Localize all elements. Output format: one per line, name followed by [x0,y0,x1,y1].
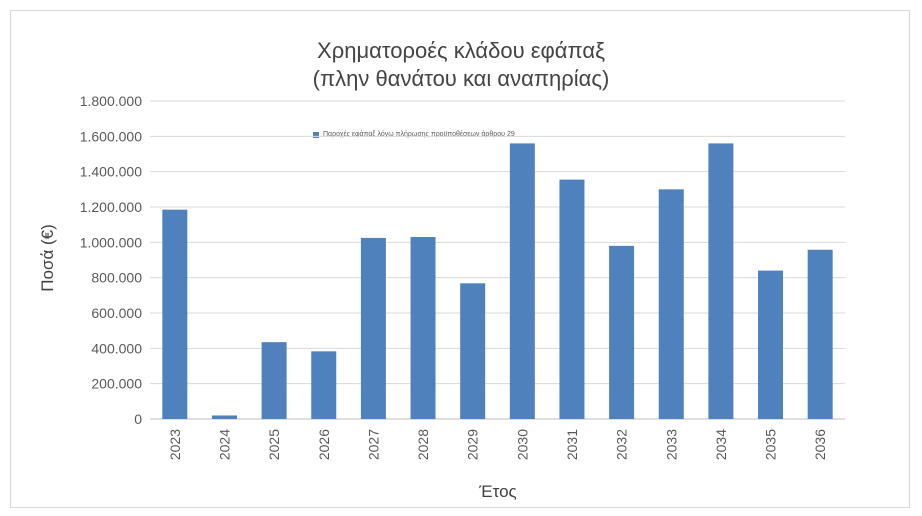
bar [509,143,535,419]
x-tick-label: 2036 [812,429,828,460]
bar [162,209,188,419]
bar [708,143,734,419]
bar [807,249,833,419]
x-tick-label: 2033 [663,429,679,460]
y-tick-label: 0 [134,411,142,427]
y-tick-label: 1.800.000 [80,93,142,109]
bar [410,237,436,419]
x-tick-label: 2035 [763,429,779,460]
bar [609,245,635,419]
y-tick-label: 1.600.000 [80,128,142,144]
x-tick-label: 2034 [713,429,729,460]
bar [658,189,684,419]
x-tick-label: 2023 [167,429,183,460]
chart-title-line-2: (πλην θανάτου και αναπηρίας) [312,66,610,91]
bar [261,342,287,419]
x-axis-label: Έτος [479,482,517,501]
bar [360,237,386,419]
x-tick-label: 2029 [465,429,481,460]
y-tick-label: 800.000 [91,270,142,286]
chart-title-line-1: Χρηματοροές κλάδου εφάπαξ [317,38,605,63]
legend-label: Παροχές εφάπαξ λόγω πλήρωσης προϋποθέσεω… [323,131,515,138]
bar [460,283,486,419]
x-tick-label: 2025 [266,429,282,460]
y-tick-label: 1.000.000 [80,234,142,250]
y-tick-label: 400.000 [91,340,142,356]
bar [559,179,585,419]
y-tick-label: 600.000 [91,305,142,321]
x-tick-label: 2028 [415,429,431,460]
bar [211,415,237,419]
x-tick-label: 2024 [216,429,232,460]
y-tick-label: 200.000 [91,376,142,392]
x-tick-label: 2026 [316,429,332,460]
legend: Παροχές εφάπαξ λόγω πλήρωσης προϋποθέσεω… [313,131,515,138]
chart-frame [10,10,910,508]
x-tick-label: 2027 [365,429,381,460]
bar [758,270,784,419]
y-tick-label: 1.200.000 [80,199,142,215]
bar [311,351,337,419]
x-tick-label: 2030 [514,429,530,460]
legend-swatch [313,131,319,138]
x-tick-label: 2032 [614,429,630,460]
y-tick-label: 1.400.000 [80,164,142,180]
x-tick-label: 2031 [564,429,580,460]
